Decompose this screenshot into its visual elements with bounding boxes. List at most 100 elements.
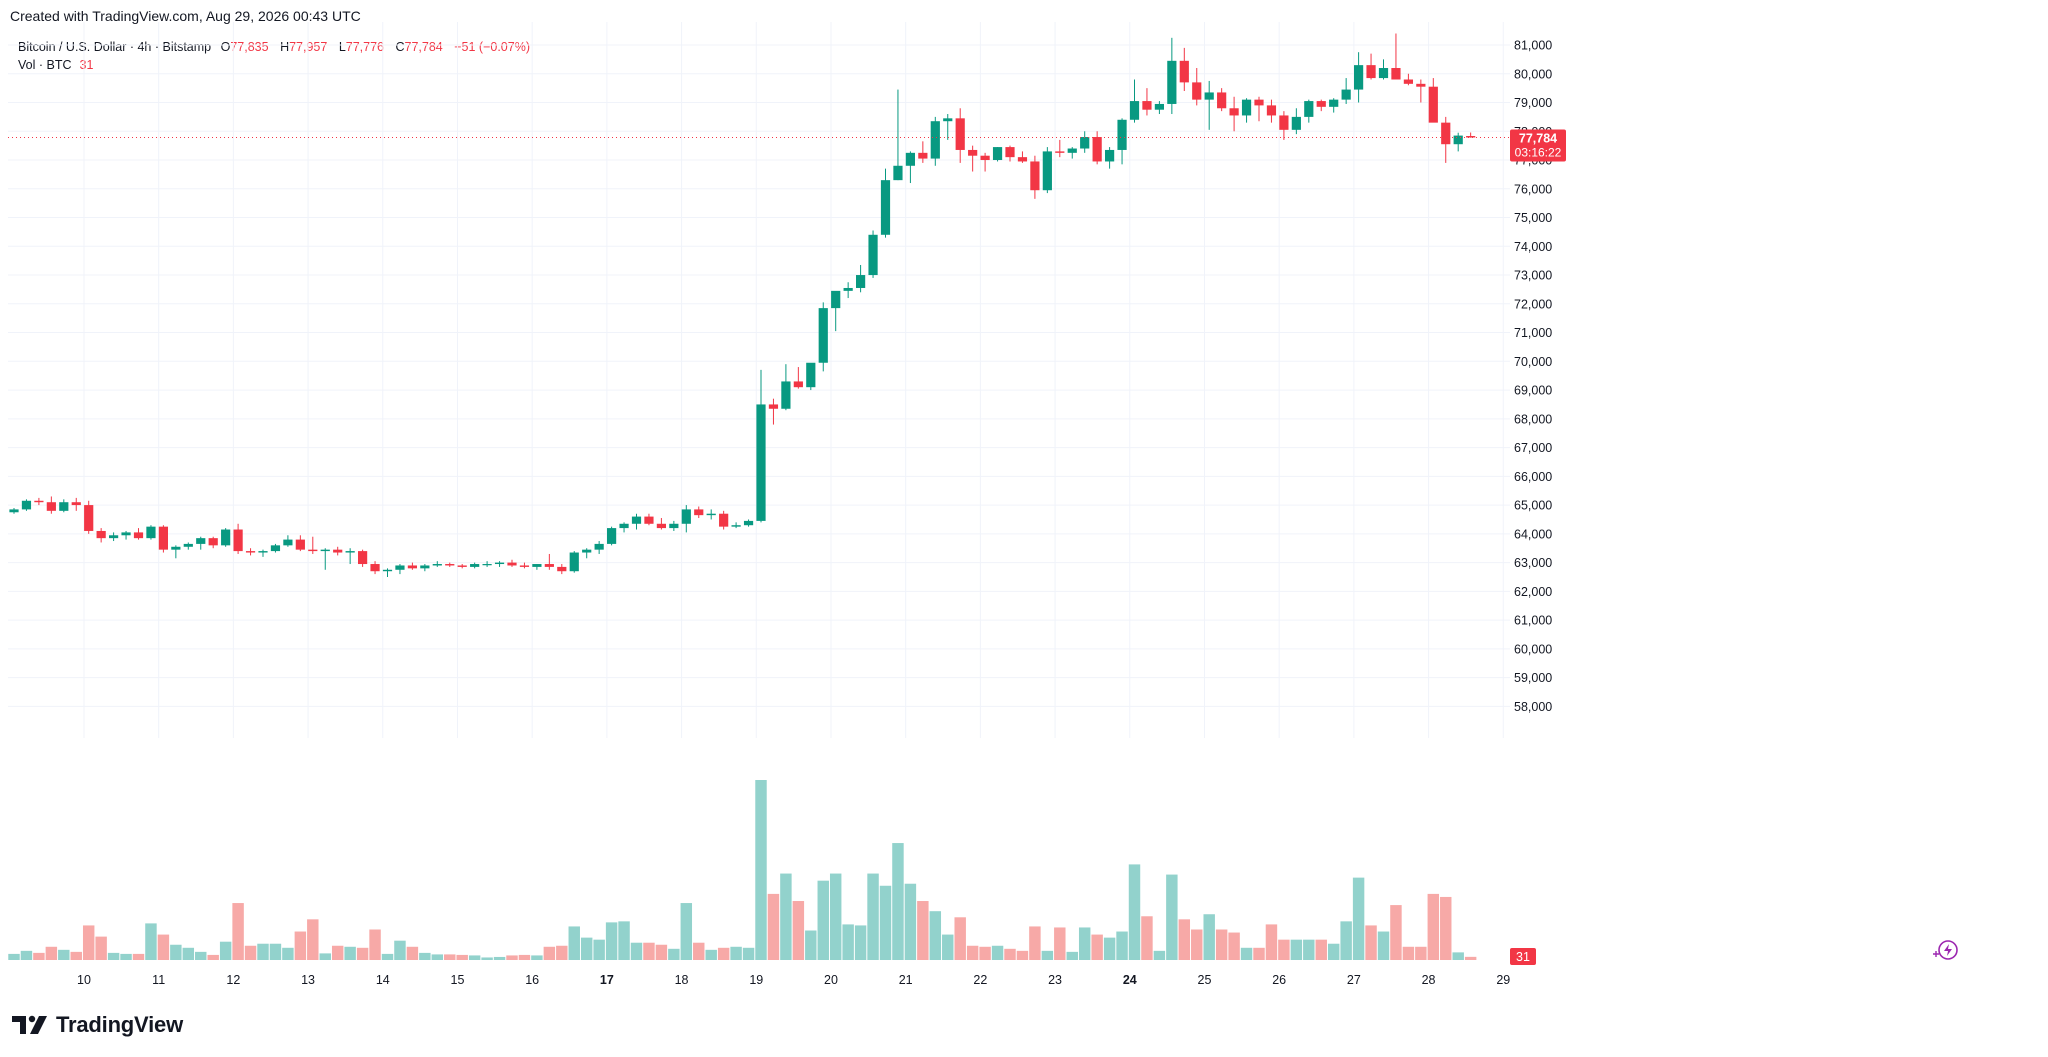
volume-bar: [518, 954, 531, 960]
volume-bar: [1303, 939, 1315, 960]
price-tick-label: 63,000: [1514, 556, 1552, 570]
volume-bar: [145, 923, 157, 960]
price-tick-label: 70,000: [1514, 355, 1552, 369]
candle-body: [395, 565, 405, 570]
volume-bar: [195, 951, 207, 960]
volume-bar: [630, 942, 643, 960]
volume-bar: [120, 953, 132, 960]
volume-bar: [1091, 934, 1103, 960]
price-tick-label: 65,000: [1514, 499, 1552, 513]
volume-bar: [742, 947, 755, 960]
price-tag-price: 77,784: [1519, 131, 1557, 145]
volume-bar: [82, 925, 95, 960]
volume-bar: [132, 953, 145, 960]
volume-bar: [307, 919, 319, 960]
volume-bar: [556, 945, 568, 960]
candle-body: [781, 381, 791, 409]
volume-bar: [904, 883, 917, 960]
low-value: 77,776: [345, 40, 384, 54]
candle-body: [831, 290, 841, 309]
volume-bar: [1315, 939, 1327, 960]
volume-bar: [805, 930, 817, 960]
candle-body: [121, 532, 131, 536]
candle-body: [1254, 99, 1264, 106]
volume-bar: [344, 946, 356, 960]
candle-body: [21, 500, 32, 510]
price-tick-label: 71,000: [1514, 326, 1552, 340]
volume-bar: [580, 937, 593, 960]
candle-body: [905, 152, 915, 166]
candle-body: [221, 529, 231, 546]
volume-bar: [705, 949, 717, 960]
volume-bar: [1128, 864, 1141, 960]
volume-bar: [1365, 925, 1377, 960]
volume-bar: [282, 947, 294, 960]
candle-body: [731, 525, 741, 527]
candle-body: [320, 549, 330, 552]
open-value: 77,835: [230, 40, 269, 54]
candle-body: [918, 152, 928, 159]
volume-bar: [219, 941, 232, 960]
volume-bar: [966, 945, 979, 960]
candle-body: [407, 565, 417, 569]
candle-body: [1067, 148, 1077, 153]
volume-bar: [444, 954, 456, 960]
candle-body: [1428, 86, 1438, 123]
volume-bar: [269, 943, 282, 960]
candle-body: [968, 149, 978, 156]
symbol-description[interactable]: Bitcoin / U.S. Dollar · 4h · Bitstamp: [18, 40, 212, 54]
volume-bar: [107, 952, 120, 960]
candle-body: [133, 532, 144, 539]
candle-body: [681, 509, 691, 524]
candle-body: [34, 500, 44, 503]
candle-body: [1266, 105, 1277, 116]
candle-body: [1329, 99, 1339, 107]
tradingview-brand[interactable]: TradingView: [12, 1012, 183, 1038]
volume-bar: [20, 950, 33, 960]
candle-body: [868, 234, 878, 276]
volume-label[interactable]: Vol · BTC: [18, 58, 72, 72]
candle-body: [1217, 92, 1227, 109]
time-axis[interactable]: 10 11 12 13 14 15 16 17 18 19 20 21 22 23 24 25 26 27 28 29: [77, 973, 1510, 987]
candle-body: [358, 551, 368, 565]
candle-body: [1316, 101, 1326, 107]
date-tick-label: 18: [675, 973, 689, 987]
candle-body: [84, 505, 94, 531]
date-tick-label: 23: [1048, 973, 1062, 987]
candle-body: [1105, 149, 1115, 162]
price-tick-label: 68,000: [1514, 412, 1552, 426]
candle-body: [806, 362, 816, 388]
lightning-icon[interactable]: [1933, 940, 1958, 960]
volume-bar: [45, 946, 58, 960]
candle-body: [46, 502, 56, 511]
volume-bar: [1228, 932, 1240, 960]
price-tag-background: [1510, 129, 1566, 162]
volume-tag-background: [1510, 948, 1536, 965]
volume-bar: [568, 926, 580, 960]
candle-body: [519, 565, 530, 567]
candle-body: [1304, 101, 1314, 117]
price-tick-label: 60,000: [1514, 642, 1552, 656]
price-chart[interactable]: 58,000 59,000 60,000 61,000 62,000 63,000 64,0…: [0, 0, 2048, 1000]
candle-body: [1192, 82, 1202, 100]
volume-bar: [792, 901, 805, 960]
price-tick-label: 75,000: [1514, 211, 1552, 225]
volume-bar: [643, 942, 655, 960]
volume-bar: [1203, 914, 1215, 960]
candle-body: [245, 551, 256, 553]
candle-body: [930, 121, 940, 159]
volume-bar: [257, 943, 269, 960]
volume-bar: [854, 925, 867, 960]
volume-bar: [1390, 905, 1402, 960]
candle-body: [1453, 135, 1463, 145]
volume-bar: [1265, 924, 1278, 960]
candle-body: [507, 562, 517, 566]
candle-body: [694, 509, 704, 516]
volume-bar: [58, 949, 70, 960]
volume-tag: 31: [1510, 948, 1536, 965]
open-label: O: [220, 40, 231, 54]
volume-bar: [954, 917, 966, 960]
volume-bar: [232, 903, 244, 960]
candle-body: [171, 546, 181, 550]
volume-bar: [1327, 943, 1340, 960]
